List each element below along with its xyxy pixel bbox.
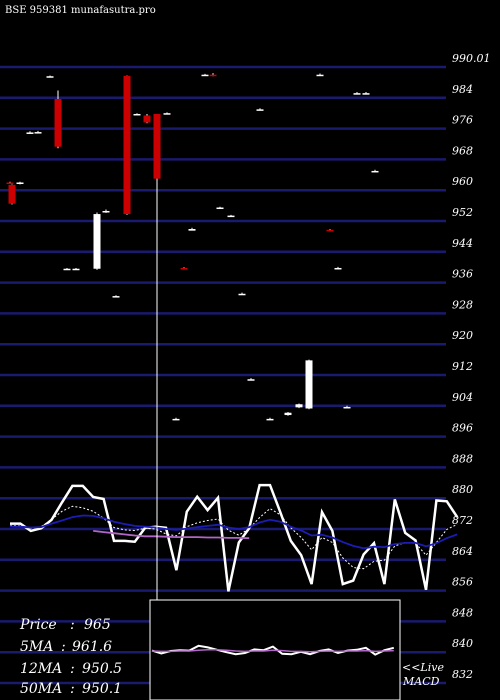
macd-line <box>151 644 395 656</box>
ma-line <box>9 514 458 550</box>
ma5-label: 5MA <box>20 639 53 655</box>
y-tick-label: 920 <box>452 329 473 342</box>
candle <box>133 113 141 116</box>
y-tick-label: 944 <box>452 237 473 250</box>
y-axis-tick-labels: 990.01 984 976 968 960 952 944 936 928 920 912 904 8… <box>452 52 491 681</box>
candlesticks <box>6 73 379 687</box>
candle <box>256 108 264 111</box>
candle <box>63 267 71 271</box>
candle <box>326 229 334 232</box>
y-tick-label: 904 <box>452 391 473 404</box>
candle <box>26 131 34 134</box>
candle <box>295 403 303 409</box>
candle <box>143 113 151 124</box>
candle <box>16 181 24 185</box>
macd-live-label: <<Live <box>402 661 444 674</box>
macd-lines <box>151 644 395 656</box>
y-tick-label: 832 <box>452 668 473 681</box>
ma12-colon: : <box>70 661 75 677</box>
candle <box>153 113 161 687</box>
candle <box>54 90 62 149</box>
candle <box>227 214 235 218</box>
candle <box>34 130 42 134</box>
candle <box>201 73 209 77</box>
y-tick-label: 872 <box>452 514 473 527</box>
candle <box>209 73 217 77</box>
candle <box>93 212 101 270</box>
candle <box>362 92 370 95</box>
y-tick-label: 968 <box>452 144 473 157</box>
y-tick-label: 952 <box>452 206 473 219</box>
candle <box>8 184 16 205</box>
y-tick-label: 990.01 <box>452 52 491 65</box>
candle <box>334 266 342 270</box>
candle <box>266 417 274 421</box>
moving-average-lines <box>9 483 459 592</box>
candle <box>123 75 131 215</box>
y-tick-label: 928 <box>452 298 473 311</box>
candle <box>343 405 351 409</box>
ma-line <box>10 483 459 592</box>
y-tick-label: 848 <box>452 606 473 619</box>
candle <box>112 295 120 298</box>
candle <box>238 292 246 296</box>
y-tick-label: 896 <box>452 422 473 435</box>
candle <box>371 169 379 173</box>
price-value: 965 <box>84 617 111 633</box>
candle <box>247 378 255 381</box>
y-tick-label: 960 <box>452 175 473 188</box>
ma-line <box>9 505 458 570</box>
price-label: Price <box>19 617 57 633</box>
y-tick-label: 880 <box>452 483 473 496</box>
ma12-value: 950.5 <box>82 661 122 677</box>
macd-label: MACD <box>402 675 440 688</box>
candle <box>216 206 224 210</box>
candle <box>102 209 110 213</box>
ma50-label: 50MA <box>20 681 62 697</box>
y-tick-label: 840 <box>452 637 473 650</box>
ma5-value: 961.6 <box>72 639 112 655</box>
candle <box>46 75 54 78</box>
candle <box>305 359 313 410</box>
candle <box>163 112 171 115</box>
ma12-label: 12MA <box>20 661 62 677</box>
ma-line <box>93 530 250 540</box>
info-panel: Price : 965 5MA : 961.6 12MA : 950.5 50M… <box>19 617 122 697</box>
y-tick-label: 936 <box>452 268 473 281</box>
y-tick-label: 856 <box>452 576 473 589</box>
ma50-value: 950.1 <box>82 681 122 697</box>
ma50-colon: : <box>70 681 75 697</box>
y-tick-label: 984 <box>452 83 473 96</box>
macd-line <box>151 649 394 653</box>
macd-panel <box>149 599 401 700</box>
gridlines <box>0 65 446 685</box>
candle <box>188 227 196 231</box>
y-tick-label: 976 <box>452 114 473 127</box>
ma5-colon: : <box>61 639 66 655</box>
y-tick-label: 864 <box>452 545 473 558</box>
candle <box>172 417 180 421</box>
y-tick-label: 912 <box>452 360 473 373</box>
candle <box>316 73 324 77</box>
price-colon: : <box>70 617 75 633</box>
candle <box>284 411 292 416</box>
chart-title: BSE 959381 munafasutra.pro <box>5 5 156 16</box>
candle <box>353 92 361 95</box>
candle <box>72 267 80 271</box>
y-tick-label: 888 <box>452 452 473 465</box>
candle <box>6 181 14 184</box>
candle <box>180 267 188 270</box>
